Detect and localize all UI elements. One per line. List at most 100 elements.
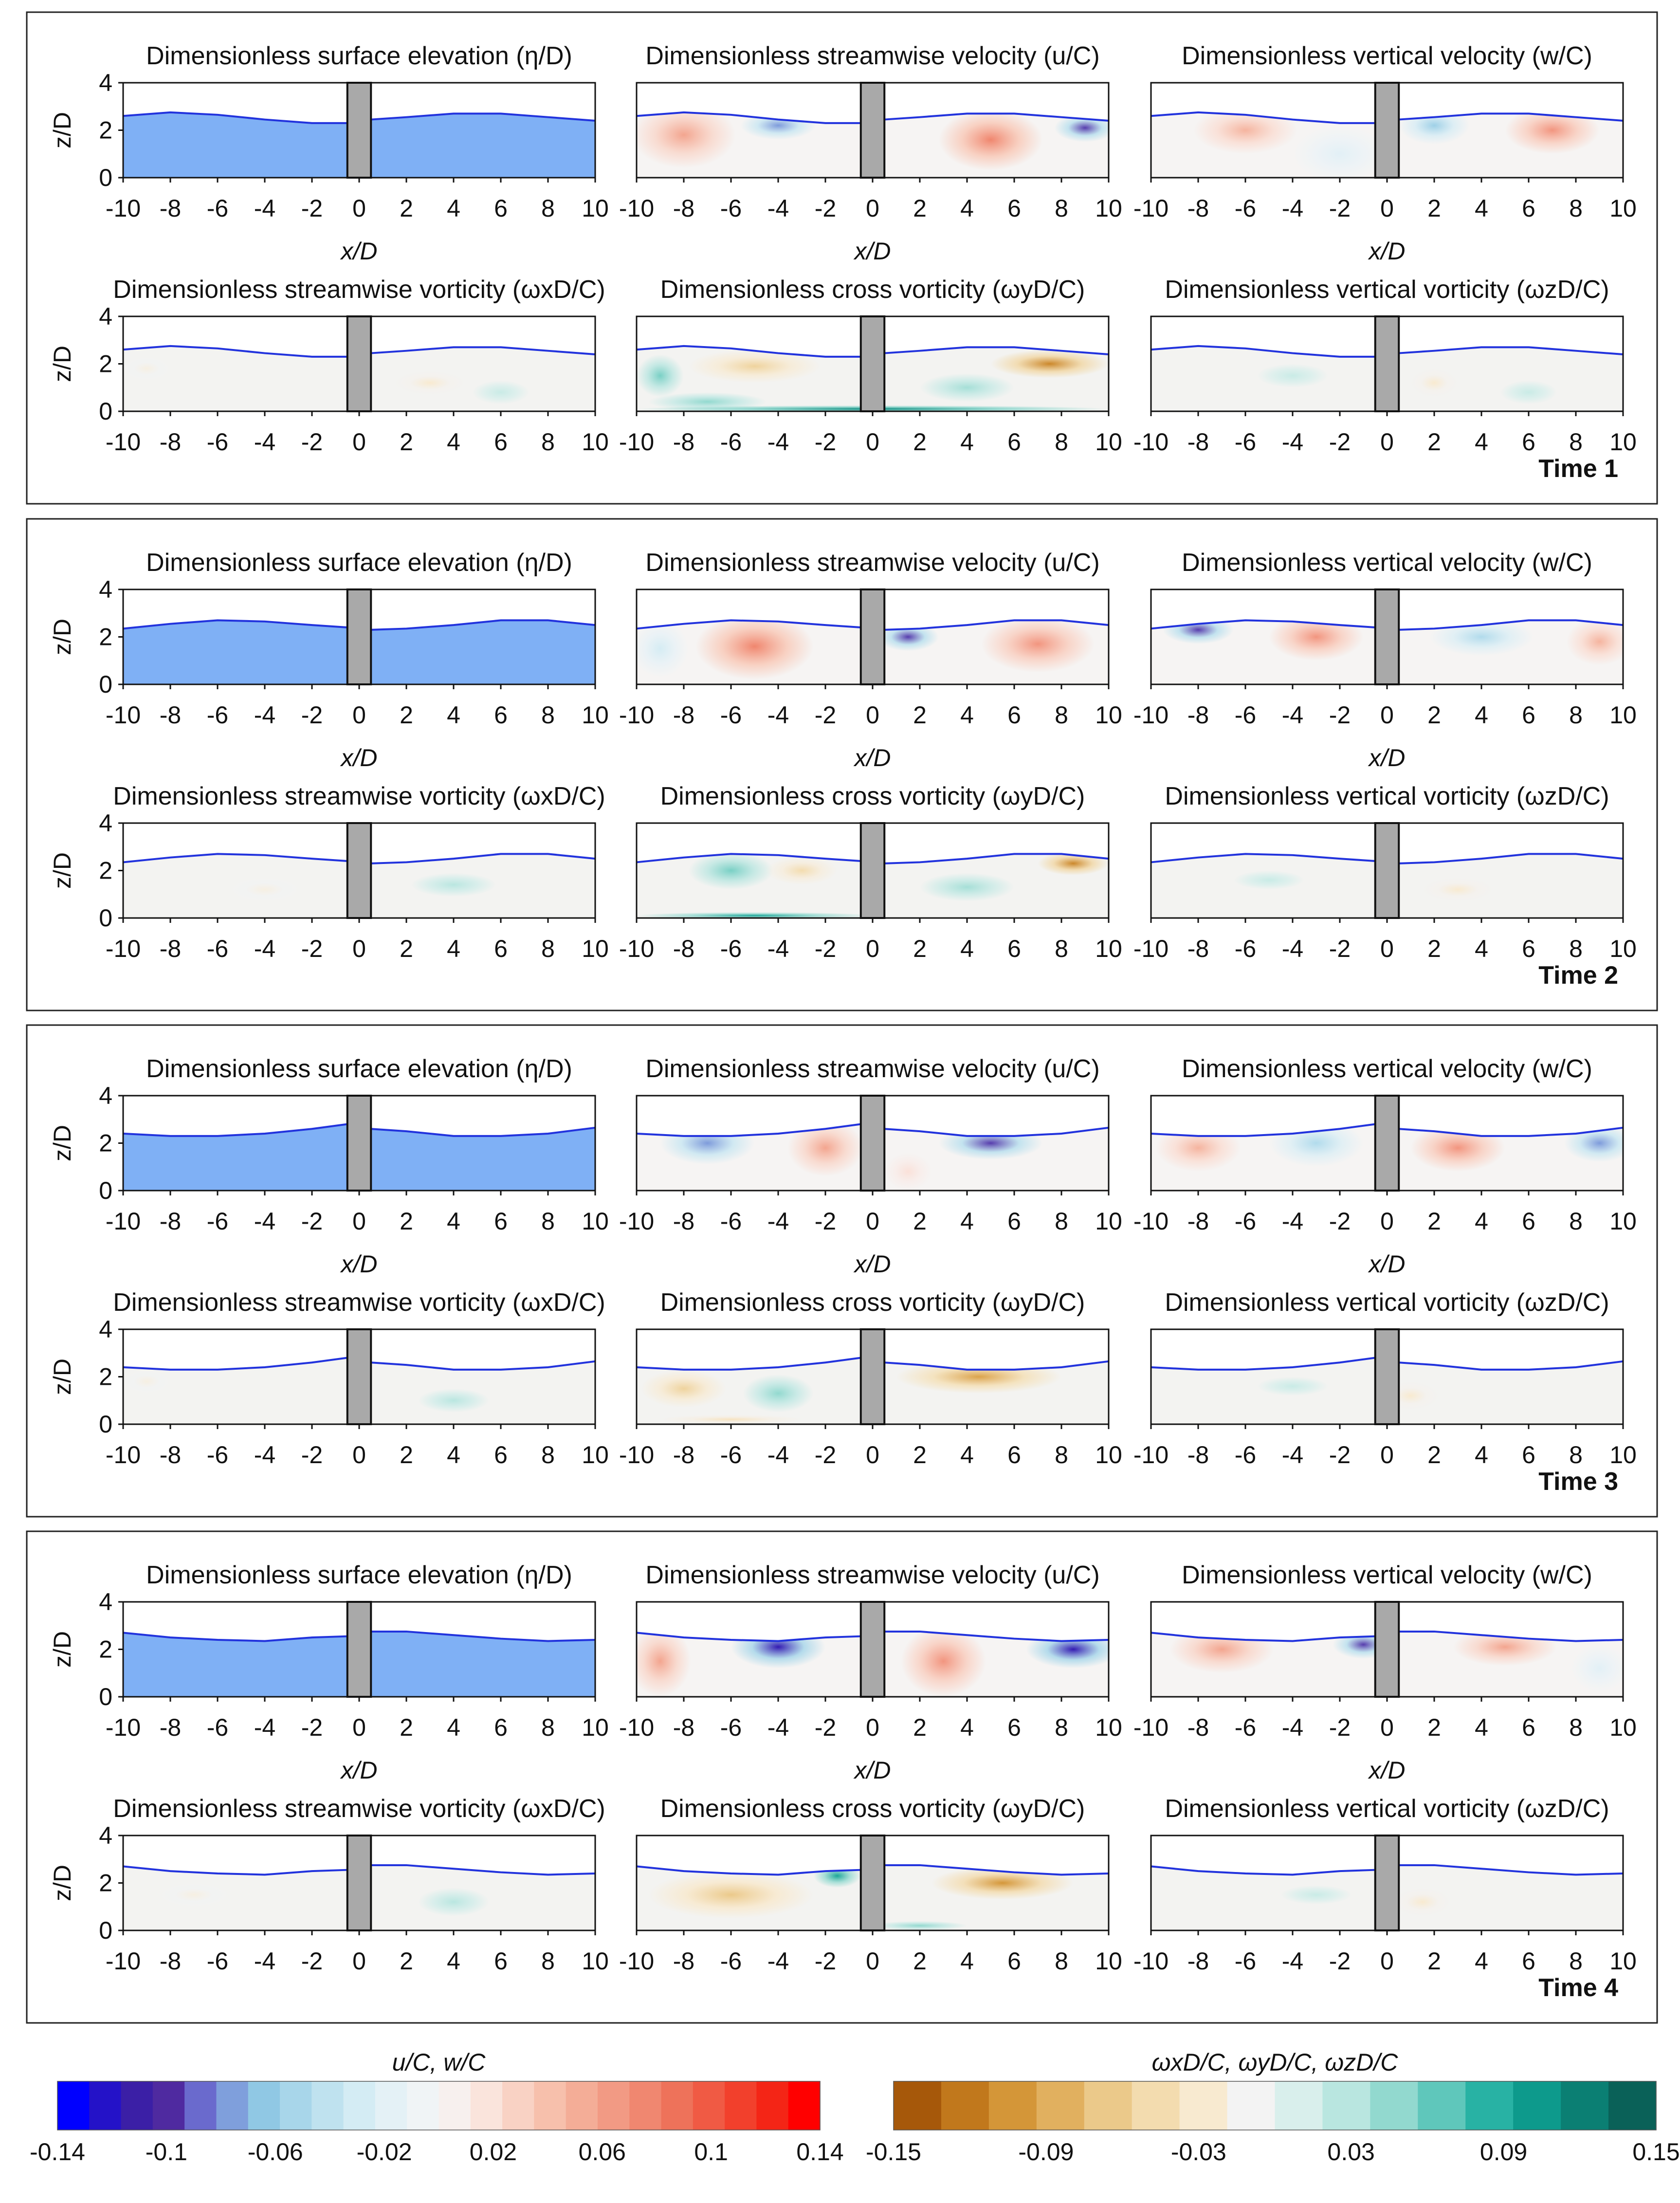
colorbar-swatch (343, 2081, 376, 2130)
x-tick-label: 2 (400, 1947, 413, 1975)
y-axis-label: z/D (49, 1865, 76, 1901)
x-tick-label: 2 (1427, 1441, 1441, 1469)
panel: Dimensionless streamwise vorticity (ωxD/… (49, 782, 609, 962)
y-tick-label: 2 (99, 1363, 112, 1391)
colorbar-swatch (725, 2081, 757, 2130)
pile (859, 1095, 886, 1192)
x-tick-label: -4 (254, 428, 275, 456)
surface-line (123, 345, 347, 358)
y-tick-label: 0 (99, 671, 112, 698)
colorbar-swatch (121, 2081, 153, 2130)
x-tick-label: 10 (1095, 935, 1122, 962)
x-tick-label: -2 (815, 1208, 836, 1235)
colorbar-swatch (1513, 2081, 1561, 2130)
colorbar-swatch (1179, 2081, 1228, 2130)
surface-line (884, 346, 1109, 355)
x-tick-label: 8 (1569, 1947, 1583, 1975)
x-tick-label: 10 (1095, 428, 1122, 456)
y-tick-label: 4 (99, 576, 112, 603)
x-tick-label: 2 (913, 1714, 927, 1741)
y-tick-label: 0 (99, 1177, 112, 1204)
colorbar-tick-label: -0.1 (146, 2138, 187, 2166)
x-tick-label: 8 (1055, 1714, 1068, 1741)
y-tick-label: 0 (99, 164, 112, 191)
x-tick-label: 4 (1475, 1441, 1488, 1469)
x-tick-label: -4 (254, 1714, 275, 1741)
x-tick-label: 4 (960, 1714, 974, 1741)
x-tick-label: 10 (582, 1208, 609, 1235)
x-tick-label: 4 (960, 935, 974, 962)
surface-line (884, 1630, 1109, 1642)
surface-line (1399, 112, 1624, 122)
x-tick-label: -10 (619, 1714, 654, 1741)
x-tick-label: 2 (400, 1441, 413, 1469)
x-tick-label: 6 (1522, 935, 1535, 962)
x-tick-label: 0 (866, 428, 879, 456)
colorbar-swatch (248, 2081, 280, 2130)
x-tick-label: -4 (767, 1714, 789, 1741)
colorbar-tick-label: -0.06 (248, 2138, 303, 2166)
x-tick-label: 0 (352, 1208, 366, 1235)
x-tick-label: 0 (1380, 1947, 1394, 1975)
x-tick-label: -8 (160, 701, 181, 729)
surface-line (884, 1360, 1109, 1371)
x-tick-label: 0 (352, 1947, 366, 1975)
pile (1374, 822, 1400, 919)
field-contour-blob (411, 873, 496, 897)
x-tick-label: 4 (960, 195, 974, 222)
x-tick-label: -8 (673, 428, 694, 456)
x-tick-label: 0 (866, 1441, 879, 1469)
x-tick-label: 2 (913, 935, 927, 962)
panel: Dimensionless vertical velocity (w/C) -10… (1133, 1561, 1637, 1784)
colorbar-swatch (1370, 2081, 1418, 2130)
surface-line (371, 346, 596, 355)
time-block-frame (26, 1530, 1658, 2024)
x-tick-label: 6 (1522, 1208, 1535, 1235)
x-tick-label: 6 (1522, 1947, 1535, 1975)
x-tick-label: -2 (1329, 1208, 1351, 1235)
x-tick-label: 10 (582, 701, 609, 729)
x-tick-label: -10 (106, 1714, 141, 1741)
x-tick-label: 0 (352, 701, 366, 729)
x-tick-label: -4 (254, 701, 275, 729)
field-contour-blob (1571, 1644, 1623, 1692)
x-tick-label: -10 (619, 1441, 654, 1469)
x-tick-label: 0 (1380, 1714, 1394, 1741)
colorbar-swatch (1275, 2081, 1323, 2130)
x-axis-label: x/D (1368, 1250, 1406, 1278)
x-tick-label: 4 (447, 1208, 460, 1235)
x-tick-label: -2 (815, 1441, 836, 1469)
time-block: Dimensionless surface elevation (η/D) -10… (26, 11, 1658, 505)
x-tick-label: 8 (1055, 428, 1068, 456)
pile (346, 82, 372, 179)
field-contour-blob (743, 1374, 814, 1413)
panel-title: Dimensionless streamwise velocity (u/C) (645, 1561, 1099, 1589)
x-tick-label: 0 (866, 1714, 879, 1741)
surface-line (884, 853, 1109, 864)
x-tick-label: -10 (1133, 935, 1169, 962)
field-contour-blob (688, 854, 774, 890)
colorbar-swatch (788, 2081, 821, 2130)
x-tick-label: 4 (447, 195, 460, 222)
x-tick-label: 6 (494, 701, 508, 729)
x-axis-label: x/D (854, 744, 891, 771)
colorbar-swatch (1084, 2081, 1132, 2130)
colorbar-tick-label: 0.1 (694, 2138, 728, 2166)
panel: Dimensionless vertical vorticity (ωzD/C)… (1133, 1288, 1637, 1469)
x-tick-label: -8 (160, 428, 181, 456)
field-contour-blob (1566, 620, 1623, 665)
x-tick-label: 6 (494, 428, 508, 456)
x-tick-label: 4 (447, 1947, 460, 1975)
colorbar-label: u/C, w/C (392, 2049, 486, 2076)
x-tick-label: -8 (160, 1208, 181, 1235)
x-tick-label: 8 (1569, 1714, 1583, 1741)
x-tick-label: 2 (400, 1714, 413, 1741)
field-contour-blob (938, 1126, 1043, 1160)
panel: Dimensionless surface elevation (η/D) -10… (49, 42, 609, 265)
colorbar-tick-label: -0.09 (1018, 2138, 1074, 2166)
colorbar-tick-label: -0.15 (866, 2138, 921, 2166)
y-axis-label: z/D (49, 1631, 76, 1668)
x-tick-label: -8 (673, 935, 694, 962)
x-tick-label: 8 (541, 701, 555, 729)
